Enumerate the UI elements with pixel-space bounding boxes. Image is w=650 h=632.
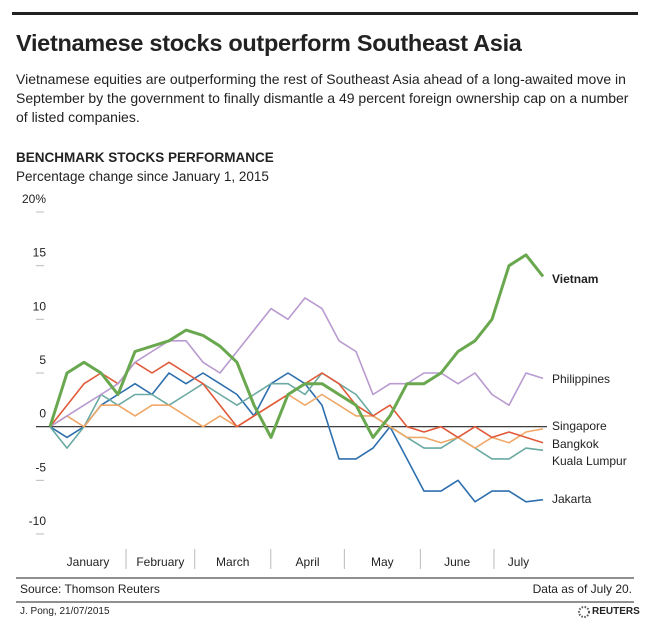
x-tick-label: July xyxy=(508,555,529,569)
series-label: Kuala Lumpur xyxy=(552,454,627,468)
x-tick-label: March xyxy=(216,555,249,569)
source: Source: Thomson Reuters xyxy=(20,582,160,596)
x-tick-label: February xyxy=(136,555,184,569)
top-rule xyxy=(12,12,638,15)
series-label: Vietnam xyxy=(552,272,598,286)
y-tick-label: -10 xyxy=(29,514,47,528)
line-series xyxy=(49,372,544,503)
x-tick-label: January xyxy=(67,555,110,569)
y-tick-label: 5 xyxy=(39,353,46,367)
y-tick-label: 20% xyxy=(22,192,46,206)
chart-title: BENCHMARK STOCKS PERFORMANCE xyxy=(16,150,274,165)
brand-logo xyxy=(578,606,590,618)
line-series xyxy=(48,253,545,439)
line-series xyxy=(49,361,544,444)
y-tick-label: -5 xyxy=(35,460,46,474)
description: Vietnamese equities are outperforming th… xyxy=(16,71,629,125)
line-series xyxy=(49,393,544,449)
y-tick-label: 15 xyxy=(33,246,47,260)
brand: REUTERS xyxy=(592,606,640,617)
note: Data as of July 20. xyxy=(532,582,632,596)
x-tick-label: May xyxy=(371,555,394,569)
series-label: Bangkok xyxy=(552,437,600,451)
title: Vietnamese stocks outperform Southeast A… xyxy=(16,30,522,56)
y-tick-label: 0 xyxy=(39,407,46,421)
line-series xyxy=(49,297,544,428)
x-tick-label: April xyxy=(296,555,320,569)
series-label: Philippines xyxy=(552,372,610,386)
series-label: Singapore xyxy=(552,419,607,433)
line-series xyxy=(49,372,544,460)
credit: J. Pong, 21/07/2015 xyxy=(20,606,110,617)
x-tick-label: June xyxy=(444,555,470,569)
chart-subtitle: Percentage change since January 1, 2015 xyxy=(16,169,269,184)
y-tick-label: 10 xyxy=(33,299,47,313)
series-label: Jakarta xyxy=(552,492,592,506)
